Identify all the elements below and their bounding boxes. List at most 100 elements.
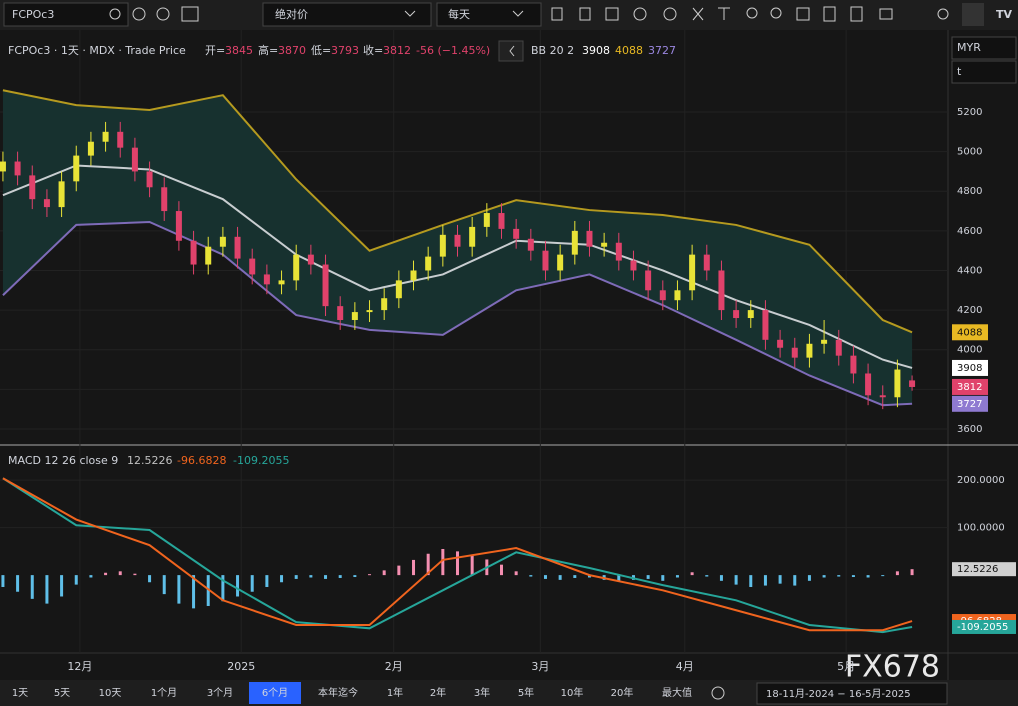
add-icon[interactable] [156, 7, 170, 21]
candle-body [43, 199, 50, 208]
histogram-bar [456, 551, 460, 576]
candle-body [674, 290, 681, 301]
collapse-button[interactable] [498, 40, 524, 62]
candle-body [102, 131, 109, 142]
range-button-label: 最大值 [662, 686, 692, 699]
settings-icon[interactable] [937, 8, 949, 20]
histogram-bar [236, 575, 240, 597]
interval-select[interactable] [436, 2, 542, 27]
folder-icon[interactable] [181, 6, 199, 22]
histogram-bar [412, 559, 416, 576]
candle-body [850, 355, 857, 374]
clock-icon[interactable] [132, 7, 146, 21]
currency: MYR [957, 41, 981, 54]
tool-icon[interactable] [605, 7, 619, 21]
x-tick-label: 2025 [227, 660, 255, 673]
x-tick-label: 5月 [837, 660, 855, 673]
tool-icon[interactable] [633, 7, 647, 21]
y-tick-label: 5200 [957, 107, 982, 118]
range-button[interactable] [41, 682, 83, 704]
range-button[interactable] [505, 682, 547, 704]
legend-value: -96.6828 [177, 454, 226, 467]
histogram-bar [851, 575, 855, 578]
tool-icon[interactable] [663, 7, 677, 21]
date-range-box[interactable] [756, 682, 948, 705]
range-button[interactable] [193, 682, 247, 704]
search-icon[interactable] [109, 8, 121, 20]
histogram-bar [221, 575, 225, 602]
histogram-bar [661, 575, 665, 581]
candle-body [894, 369, 901, 398]
range-button-label: 3个月 [207, 687, 233, 699]
candle-body [14, 161, 21, 176]
candle-body [58, 181, 65, 208]
range-button[interactable] [649, 682, 705, 704]
candle-body [117, 131, 124, 148]
candle-body [351, 312, 358, 321]
tool-icon[interactable] [823, 6, 836, 22]
tool-icon[interactable] [718, 7, 730, 20]
histogram-bar [441, 549, 445, 576]
x-tick-label: 3月 [531, 660, 549, 673]
candle-body [689, 254, 696, 291]
candle-body [161, 187, 168, 212]
range-button[interactable] [461, 682, 503, 704]
ohlc-label: 低= [311, 44, 331, 57]
range-button[interactable] [375, 682, 415, 704]
histogram-bar [543, 575, 547, 579]
logo: TV [996, 8, 1013, 21]
axis-tag-label: -109.2055 [957, 622, 1008, 633]
range-button[interactable] [249, 682, 301, 704]
ohlc-label: 收= [363, 43, 383, 57]
candle-body [337, 306, 344, 321]
range-button-label: 1个月 [151, 687, 177, 699]
histogram-bar [162, 575, 166, 595]
range-button[interactable] [597, 682, 647, 704]
candle-body [703, 254, 710, 271]
candle-body [87, 141, 94, 156]
candle-body [630, 260, 637, 271]
candle-body [659, 290, 666, 301]
range-button-label: 2年 [430, 686, 446, 699]
tool-icon[interactable] [579, 7, 591, 21]
currency-select[interactable] [951, 36, 1017, 60]
range-button[interactable] [417, 682, 459, 704]
histogram-bar [280, 575, 284, 583]
legend-value: 3727 [648, 44, 676, 57]
range-button[interactable] [85, 682, 135, 704]
tool-icon[interactable] [746, 7, 758, 19]
symbol-input[interactable] [3, 2, 129, 27]
histogram-bar [30, 575, 34, 599]
histogram-bar [822, 575, 826, 578]
range-button[interactable] [303, 682, 373, 704]
candle-body [205, 246, 212, 265]
price-mode-select[interactable] [262, 2, 432, 27]
tool-icon[interactable] [770, 7, 782, 19]
unit-select[interactable] [951, 60, 1017, 84]
tool-icon[interactable] [796, 7, 810, 21]
range-button[interactable] [1, 682, 39, 704]
histogram-bar [206, 575, 210, 606]
y-tick-label: 4600 [957, 226, 982, 237]
histogram-bar [148, 575, 152, 583]
candle-body [557, 254, 564, 271]
undo-button[interactable] [962, 3, 984, 26]
x-tick-label: 4月 [676, 660, 694, 673]
tool-icon[interactable] [850, 6, 863, 22]
tool-icons [551, 6, 949, 22]
tool-icon[interactable] [879, 8, 893, 20]
signal-line [2, 477, 913, 634]
legend-value: 12.5226 [127, 454, 173, 467]
x-tick-label: 12月 [67, 660, 92, 673]
histogram-bar [309, 575, 313, 578]
candle-body [879, 395, 886, 398]
histogram-bar [763, 575, 767, 586]
tool-icon[interactable] [551, 7, 563, 21]
range-button[interactable] [137, 682, 191, 704]
histogram-bar [881, 575, 885, 577]
candle-body [439, 234, 446, 257]
settings-icon[interactable] [711, 686, 725, 700]
tool-icon[interactable] [692, 7, 704, 21]
histogram-bar [338, 575, 342, 578]
range-button[interactable] [549, 682, 595, 704]
